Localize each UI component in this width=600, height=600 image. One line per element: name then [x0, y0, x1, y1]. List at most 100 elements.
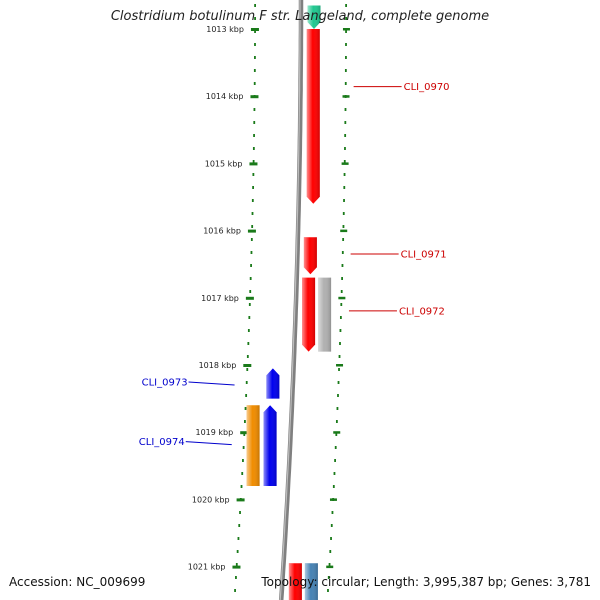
tick-mark [245, 296, 254, 300]
track-dot [253, 69, 256, 72]
backbone [278, 0, 304, 600]
tick-label: 1018 kbp [199, 361, 237, 370]
tick-mark [249, 162, 258, 166]
track-dot [339, 329, 342, 332]
track-dot [234, 589, 236, 592]
track-dot [339, 316, 342, 319]
track-dot [246, 355, 249, 358]
track-dot [335, 420, 338, 423]
tick-mark [243, 364, 252, 367]
track-dot [235, 563, 238, 566]
track-dot [247, 329, 250, 332]
tick-mark-inner [342, 95, 350, 98]
tick-mark-inner [329, 498, 337, 501]
track-dot [341, 277, 343, 280]
track-dot [253, 134, 255, 137]
track-dot [335, 433, 338, 436]
track-dot [344, 134, 347, 137]
gene-label[interactable]: CLI_0970 [404, 82, 450, 93]
track-dot [342, 238, 345, 241]
track-dot [248, 316, 251, 319]
tick-label: 1015 kbp [205, 159, 243, 168]
tick-label: 1021 kbp [188, 563, 226, 572]
gene-label-leader [185, 441, 232, 446]
track-dot [336, 407, 339, 410]
track-dot [344, 108, 347, 111]
track-dot [337, 381, 340, 384]
kbp-axis: 1013 kbp 1014 kbp 1015 kbp 1016 kbp 1017 kbp… [188, 25, 350, 572]
track-dot [328, 563, 331, 566]
track-dot [250, 251, 253, 254]
cli-0970-gene-shading [306, 29, 320, 204]
track-dot [236, 550, 239, 553]
gene-labels: CLI_0970 CLI_0971 CLI_0972 CLI_0973 CLI_0974 [139, 82, 450, 448]
track-dot [241, 472, 244, 475]
track-dot [343, 199, 345, 202]
gene-label[interactable]: CLI_0971 [401, 249, 447, 260]
tick-mark-inner [336, 364, 344, 367]
gene-label[interactable]: CLI_0973 [142, 377, 188, 388]
unlabeled-gene-shading [307, 5, 321, 29]
track-dot [341, 251, 344, 254]
track-dot [253, 108, 256, 111]
tick-mark [240, 431, 249, 435]
track-dot [243, 433, 246, 436]
track-dot [252, 160, 255, 163]
gene-features [246, 5, 332, 600]
track-dot [334, 446, 337, 449]
cli-0973-gene-shading [266, 368, 280, 399]
track-dot [235, 576, 237, 579]
track-dot [252, 147, 255, 150]
tick-mark-inner [326, 565, 334, 569]
tick-label: 1014 kbp [206, 92, 244, 101]
tick-mark [250, 28, 259, 31]
track-dot [342, 225, 345, 228]
track-dot [329, 550, 332, 553]
tick-mark-inner [341, 162, 349, 165]
track-dot [238, 524, 241, 527]
track-dot [341, 264, 344, 267]
track-dot [327, 576, 330, 579]
track-dot [250, 238, 253, 241]
tick-mark-inner [340, 229, 348, 233]
track-dot [344, 121, 347, 124]
unlabeled-gene-shading [246, 405, 260, 486]
backbone-highlight [279, 0, 301, 600]
tick-label: 1019 kbp [196, 428, 234, 437]
track-dot [254, 30, 256, 33]
track-dot [342, 212, 345, 215]
track-dot [337, 394, 339, 397]
track-dot [254, 17, 256, 20]
track-dot [237, 537, 240, 540]
tick-mark [236, 498, 245, 502]
cli-0972-gene-shading [302, 277, 316, 352]
gene-label-leader [188, 381, 235, 386]
cli-0971-gene-shading [303, 237, 317, 275]
genome-title: Clostridium botulinum F str. Langeland, … [110, 9, 490, 24]
track-dot [343, 186, 346, 189]
track-dot [249, 277, 252, 280]
track-dot [251, 199, 254, 202]
track-dot [245, 381, 248, 384]
track-dot [249, 290, 252, 293]
unlabeled-gene-shading [304, 563, 318, 600]
track-dot [331, 511, 334, 514]
track-dot [254, 4, 256, 7]
gene-label[interactable]: CLI_0974 [139, 437, 185, 448]
gene-label[interactable]: CLI_0972 [399, 306, 445, 317]
track-dot [330, 524, 333, 527]
track-dot [343, 173, 346, 176]
track-dot [254, 56, 256, 59]
accession-text: Accession: NC_009699 [9, 575, 146, 589]
tick-mark-inner [342, 28, 350, 31]
tick-mark [232, 565, 241, 569]
track-dot [339, 342, 341, 345]
tick-mark-inner [333, 431, 341, 434]
track-dot [252, 186, 255, 189]
tick-label: 1020 kbp [192, 495, 230, 504]
cli-0974-gene-shading [263, 405, 277, 486]
track-dot [344, 147, 346, 150]
track-dot [251, 212, 254, 215]
track-dot [250, 264, 252, 267]
track-dot [345, 56, 347, 59]
